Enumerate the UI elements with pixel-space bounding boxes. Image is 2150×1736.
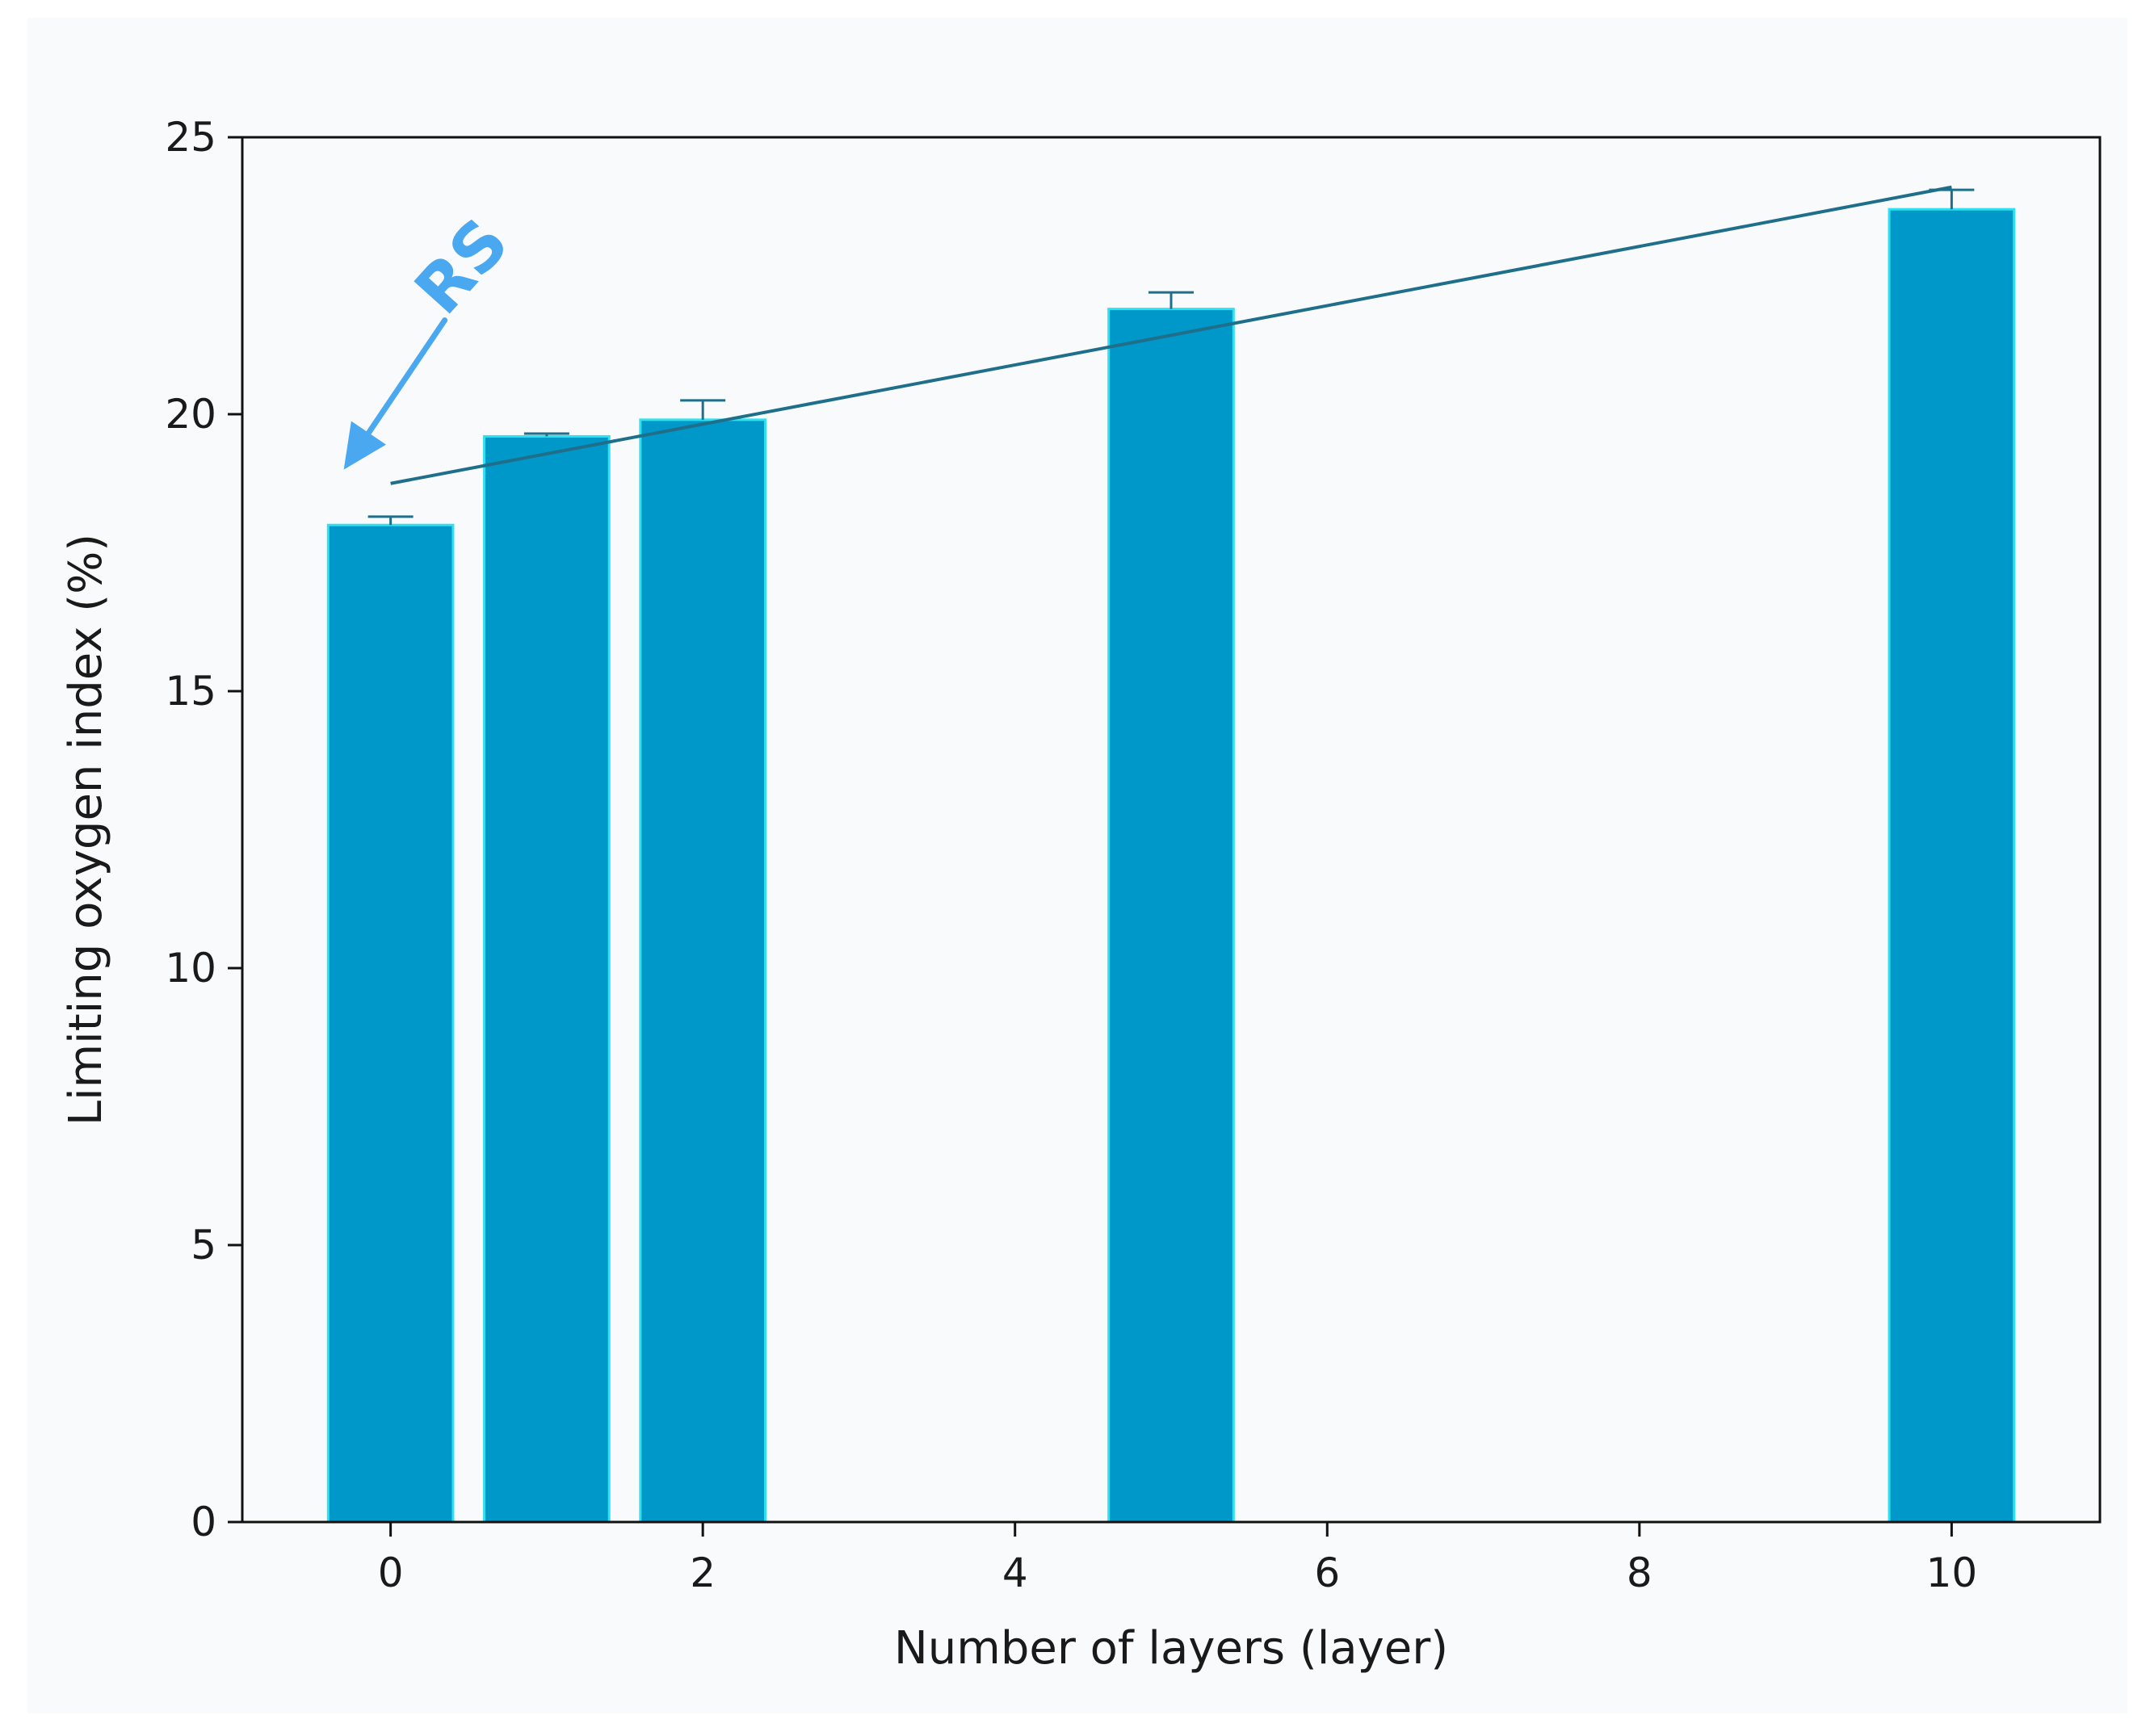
y-tick-label: 0 bbox=[191, 1499, 216, 1545]
x-tick-label: 6 bbox=[1314, 1549, 1340, 1596]
plot-frame bbox=[241, 136, 2102, 1524]
x-tick-label: 2 bbox=[690, 1549, 716, 1596]
annotation-arrow bbox=[365, 317, 448, 436]
x-tick-label: 8 bbox=[1627, 1549, 1652, 1596]
trend-line bbox=[390, 185, 1952, 485]
x-axis: 0 2 4 6 8 10 bbox=[378, 1522, 1977, 1596]
bar-2 bbox=[639, 418, 766, 1524]
bar-0 bbox=[326, 523, 455, 1524]
y-axis: 0 5 10 15 20 25 bbox=[165, 114, 242, 1545]
x-tick-label: 4 bbox=[1002, 1549, 1028, 1596]
bar-5 bbox=[1107, 308, 1235, 1524]
rs-annotation: RS bbox=[343, 204, 523, 470]
y-tick-label: 25 bbox=[165, 114, 216, 161]
y-tick-label: 20 bbox=[165, 391, 216, 438]
bar-10 bbox=[1888, 208, 2016, 1524]
bar-1 bbox=[483, 434, 611, 1524]
bars-layer bbox=[326, 208, 2016, 1524]
y-tick-label: 5 bbox=[191, 1222, 216, 1268]
x-tick-label: 0 bbox=[378, 1549, 404, 1596]
annotation-label: RS bbox=[401, 204, 523, 329]
x-tick-label: 10 bbox=[1926, 1549, 1978, 1596]
y-tick-label: 15 bbox=[165, 668, 216, 715]
x-axis-title: Number of layers (layer) bbox=[894, 1622, 1448, 1675]
y-axis-title: Limiting oxygen index (%) bbox=[60, 534, 112, 1126]
y-tick-label: 10 bbox=[165, 945, 216, 992]
errorbars-layer bbox=[367, 188, 1975, 526]
annotation-arrowhead bbox=[343, 421, 386, 470]
